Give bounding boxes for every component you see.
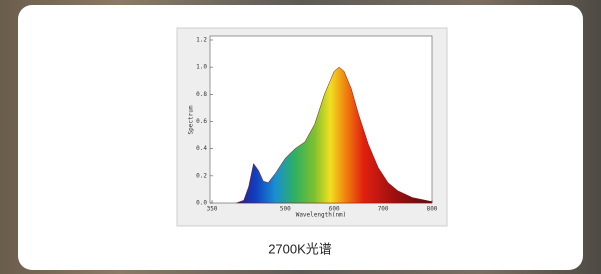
y-tick-label: 1.2 — [196, 37, 207, 44]
x-tick-label: 800 — [427, 206, 438, 213]
x-tick-label: 350 — [207, 206, 218, 213]
y-tick-label: 0.4 — [196, 145, 207, 152]
y-tick-label: 0.6 — [196, 118, 207, 125]
x-tick-label: 500 — [280, 206, 291, 213]
y-tick-label: 0.2 — [196, 172, 207, 179]
y-axis-label: Spectrum — [188, 105, 195, 134]
caption: 2700K光谱 — [268, 241, 332, 256]
x-tick-label: 700 — [378, 206, 389, 213]
chart: Spectrum Wavelength(nm) 2700K光谱 0.00.20.… — [0, 0, 601, 274]
y-tick-label: 1.0 — [196, 64, 207, 71]
y-tick-label: 0.8 — [196, 91, 207, 98]
x-axis-label: Wavelength(nm) — [296, 212, 347, 219]
x-tick-label: 600 — [329, 206, 340, 213]
